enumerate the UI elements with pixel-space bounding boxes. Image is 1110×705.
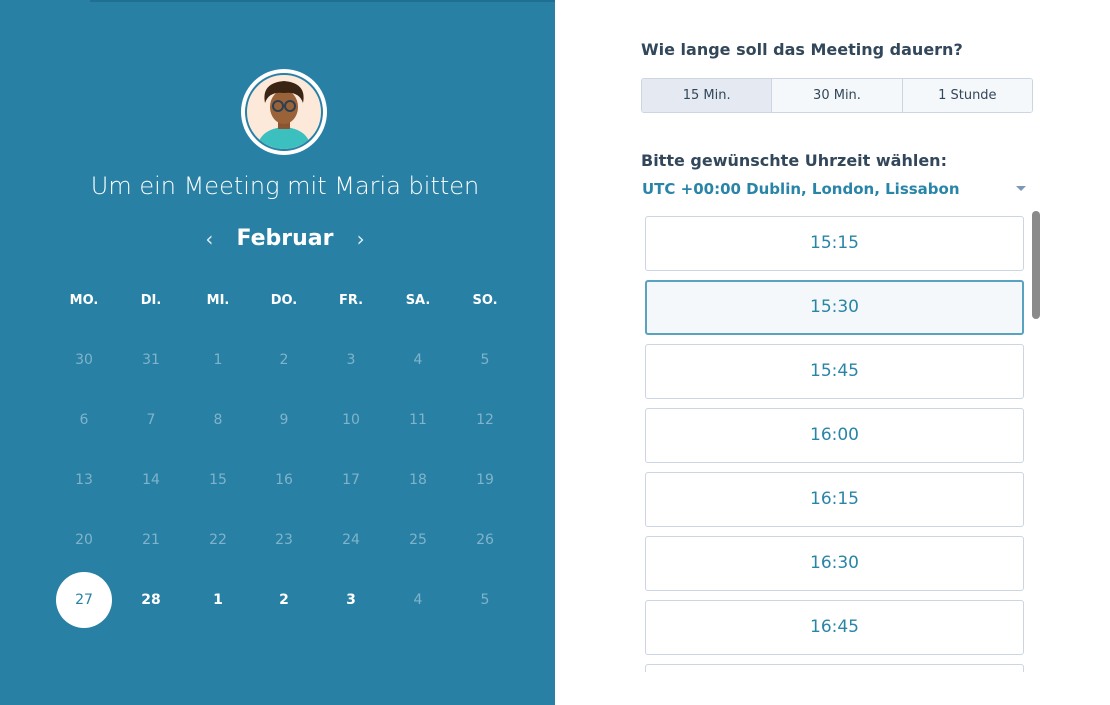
- calendar-day: 5: [480, 352, 490, 368]
- calendar-day: 19: [476, 472, 494, 488]
- person-avatar-icon: [257, 81, 311, 149]
- month-navigator: ‹ Februar ›: [0, 226, 570, 251]
- calendar-day: 6: [79, 412, 89, 428]
- calendar-day: 12: [476, 412, 494, 428]
- calendar-day: 13: [75, 472, 93, 488]
- weekday-header: DI.: [140, 293, 162, 308]
- chevron-right-icon[interactable]: ›: [356, 226, 365, 251]
- calendar-day: 4: [413, 352, 423, 368]
- time-slot[interactable]: 16:30: [645, 536, 1024, 591]
- time-slot[interactable]: 15:15: [645, 216, 1024, 271]
- time-slot[interactable]: 15:45: [645, 344, 1024, 399]
- calendar-day: 11: [409, 412, 427, 428]
- calendar-day: 5: [480, 592, 490, 608]
- calendar-day: 30: [75, 352, 93, 368]
- calendar-day: 20: [75, 532, 93, 548]
- duration-selector: 15 Min. 30 Min. 1 Stunde: [641, 78, 1033, 113]
- calendar-day: 1: [213, 352, 223, 368]
- timezone-value: UTC +00:00 Dublin, London, Lissabon: [642, 180, 960, 198]
- weekday-header: MI.: [206, 293, 230, 308]
- calendar-day: 21: [142, 532, 160, 548]
- weekday-header: FR.: [338, 293, 364, 308]
- weekday-header: MO.: [69, 293, 99, 308]
- calendar-day: 22: [209, 532, 227, 548]
- calendar-day[interactable]: 2: [279, 592, 289, 608]
- calendar-day: 23: [275, 532, 293, 548]
- calendar-day: 3: [346, 352, 356, 368]
- calendar-day: 8: [213, 412, 223, 428]
- calendar-day[interactable]: 3: [346, 592, 356, 608]
- weekday-header: SA.: [405, 293, 431, 308]
- time-question: Bitte gewünschte Uhrzeit wählen:: [641, 151, 947, 170]
- scrollbar[interactable]: [1032, 211, 1040, 319]
- duration-option[interactable]: 1 Stunde: [902, 79, 1032, 112]
- month-label: Februar: [236, 226, 334, 251]
- calendar-day: 17: [342, 472, 360, 488]
- calendar-day: 16: [275, 472, 293, 488]
- calendar-day: 31: [142, 352, 160, 368]
- calendar-panel: Um ein Meeting mit Maria bitten ‹ Februa…: [0, 0, 555, 705]
- calendar-day: 15: [209, 472, 227, 488]
- calendar-day: 7: [146, 412, 156, 428]
- calendar-day: 2: [279, 352, 289, 368]
- calendar-day[interactable]: 1: [213, 592, 223, 608]
- calendar-day: 18: [409, 472, 427, 488]
- duration-option[interactable]: 30 Min.: [772, 79, 903, 112]
- time-slot[interactable]: [645, 664, 1024, 672]
- calendar-day: 24: [342, 532, 360, 548]
- time-slot[interactable]: 16:45: [645, 600, 1024, 655]
- page-title: Um ein Meeting mit Maria bitten: [90, 172, 480, 200]
- calendar-day: 9: [279, 412, 289, 428]
- weekday-header: SO.: [472, 293, 498, 308]
- time-slot-list: 15:15 15:30 15:45 16:00 16:15 16:30 16:45: [645, 216, 1024, 672]
- calendar-day: 25: [409, 532, 427, 548]
- chevron-left-icon[interactable]: ‹: [205, 226, 214, 251]
- duration-option[interactable]: 15 Min.: [642, 79, 773, 112]
- time-slot[interactable]: 16:15: [645, 472, 1024, 527]
- calendar-day: 10: [342, 412, 360, 428]
- calendar-day: 14: [142, 472, 160, 488]
- calendar-day[interactable]: 28: [141, 592, 161, 608]
- weekday-header: DO.: [270, 293, 298, 308]
- avatar: [241, 69, 327, 155]
- calendar-day: 26: [476, 532, 494, 548]
- duration-question: Wie lange soll das Meeting dauern?: [641, 40, 963, 59]
- time-slot[interactable]: 16:00: [645, 408, 1024, 463]
- timezone-dropdown[interactable]: UTC +00:00 Dublin, London, Lissabon: [642, 180, 1030, 198]
- calendar-day-selected[interactable]: 27: [56, 572, 112, 628]
- caret-down-icon: [1016, 186, 1026, 191]
- calendar-day: 4: [413, 592, 423, 608]
- top-divider: [90, 0, 555, 2]
- time-slot[interactable]: 15:30: [645, 280, 1024, 335]
